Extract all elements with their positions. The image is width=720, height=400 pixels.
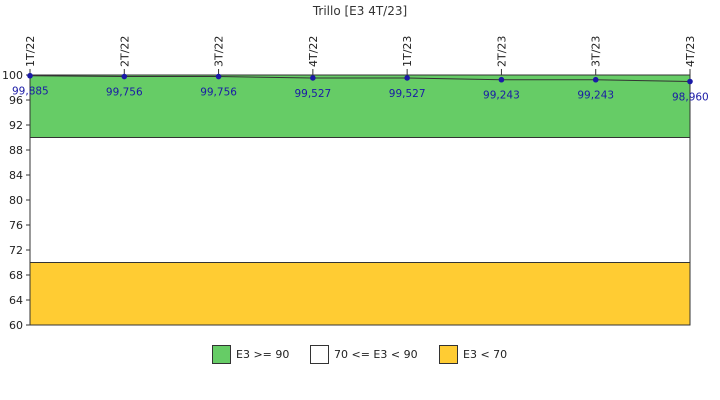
legend-label-low: E3 < 70 <box>463 347 508 361</box>
x-tick-label: 1T/22 <box>24 36 37 67</box>
x-tick-label: 4T/22 <box>307 36 320 67</box>
chart-title: Trillo [E3 4T/23] <box>312 4 407 18</box>
y-tick-label: 68 <box>9 269 23 282</box>
y-tick-label: 76 <box>9 219 23 232</box>
x-tick-label: 2T/22 <box>118 36 131 67</box>
axes <box>26 69 691 326</box>
legend-swatch-low <box>439 344 458 364</box>
data-point <box>310 75 316 81</box>
data-point <box>404 75 410 81</box>
data-label: 99,527 <box>389 88 426 100</box>
data-point <box>215 73 222 80</box>
legend: E3 >= 90 70 <= E3 < 90 E3 < 70 <box>0 343 720 369</box>
y-tick-label: 80 <box>9 194 23 207</box>
x-tick-labels: 1T/22 2T/22 3T/22 4T/22 1T/23 2T/23 3T/23 4T/23 <box>24 36 697 67</box>
legend-item-low: E3 < 70 <box>439 343 507 365</box>
band-high <box>29 74 691 138</box>
data-point <box>498 76 505 83</box>
data-label: 99,756 <box>200 87 237 99</box>
data-point <box>592 76 599 83</box>
x-tick-label: 4T/23 <box>684 36 697 67</box>
data-label: 98,960 <box>672 92 709 104</box>
x-tick-label: 1T/23 <box>401 36 414 67</box>
y-tick-label: 60 <box>9 319 23 332</box>
band-low <box>29 262 691 326</box>
data-point <box>27 72 33 79</box>
x-tick-label: 2T/23 <box>495 36 508 67</box>
legend-item-high: E3 >= 90 <box>212 343 289 365</box>
data-label: 99,243 <box>577 90 614 102</box>
x-tick-label: 3T/22 <box>213 36 226 67</box>
series-line-group <box>27 72 693 85</box>
y-tick-label: 72 <box>9 244 23 257</box>
data-label: 99,756 <box>106 87 143 99</box>
data-label: 99,527 <box>294 88 331 100</box>
data-point <box>687 78 693 85</box>
data-point <box>121 73 128 80</box>
y-tick-labels: 60 64 68 72 76 80 84 88 92 96 100 <box>2 69 23 332</box>
legend-label-high: E3 >= 90 <box>236 347 290 361</box>
legend-swatch-mid <box>310 344 329 364</box>
legend-label-mid: 70 <= E3 < 90 <box>334 347 418 361</box>
y-tick-label: 64 <box>9 294 23 307</box>
y-tick-label: 84 <box>9 169 23 182</box>
y-tick-label: 92 <box>9 119 23 132</box>
data-label: 99,243 <box>483 90 520 102</box>
y-tick-label: 96 <box>9 94 23 107</box>
legend-swatch-high <box>212 344 231 364</box>
y-tick-label: 100 <box>2 69 23 82</box>
band-mid <box>29 137 691 263</box>
legend-item-mid: 70 <= E3 < 90 <box>310 343 418 365</box>
threshold-bands <box>29 74 691 326</box>
x-tick-label: 3T/23 <box>590 36 603 67</box>
data-label: 99,885 <box>12 86 49 98</box>
y-tick-label: 88 <box>9 144 23 157</box>
series-line <box>29 75 691 82</box>
data-labels: 99,885 99,756 99,756 99,527 99,527 99,243 99,2… <box>12 86 709 104</box>
